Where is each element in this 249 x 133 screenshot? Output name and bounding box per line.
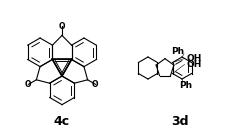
Text: 4c: 4c	[54, 115, 70, 128]
Text: Ph: Ph	[180, 80, 193, 90]
Text: OH: OH	[187, 60, 202, 69]
Text: O: O	[25, 80, 31, 89]
Text: 3d: 3d	[171, 115, 189, 128]
Text: OH: OH	[187, 54, 202, 63]
Text: Ph: Ph	[172, 47, 185, 55]
Text: O: O	[92, 80, 98, 89]
Text: O: O	[58, 22, 65, 31]
